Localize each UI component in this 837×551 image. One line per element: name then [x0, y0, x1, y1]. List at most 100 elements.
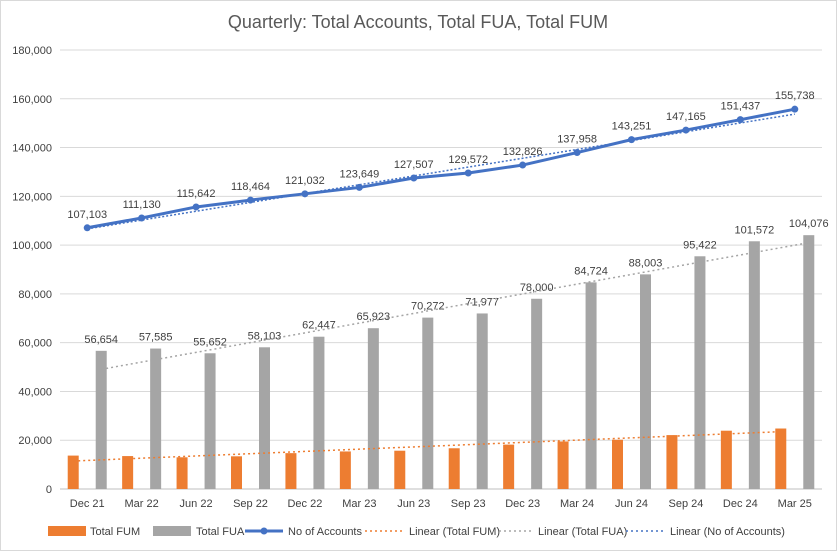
bar-total-fua — [150, 348, 162, 489]
trendlines — [73, 113, 809, 462]
data-label-total-fua: 56,654 — [84, 334, 118, 346]
bar-total-fua — [259, 347, 270, 489]
lines: 107,103 111,130 115,642 118,464 121,032 123,6… — [67, 90, 815, 232]
bar-total-fua — [640, 274, 651, 489]
bar-total-fua — [476, 313, 488, 489]
data-label-no-of-accounts: 107,103 — [67, 209, 107, 221]
x-tick-label: Mar 23 — [342, 498, 376, 510]
legend-swatch-total-fum — [48, 526, 86, 536]
point-no-of-accounts — [573, 149, 581, 157]
bar-total-fum — [231, 456, 242, 489]
legend-label-trendline: Linear (Total FUM) — [409, 526, 500, 538]
x-tick-label: Sep 23 — [451, 498, 486, 510]
data-label-total-fua: 95,422 — [683, 239, 717, 251]
bar-total-fua — [367, 328, 379, 489]
data-label-no-of-accounts: 137,958 — [557, 134, 597, 146]
data-label-no-of-accounts: 111,130 — [123, 199, 161, 211]
y-tick-label: 140,000 — [12, 143, 52, 155]
x-tick-label: Sep 24 — [668, 498, 703, 510]
data-label-total-fua: 62,447 — [302, 320, 336, 332]
point-no-of-accounts — [736, 116, 744, 124]
point-no-of-accounts — [682, 126, 690, 134]
bar-total-fua — [748, 241, 760, 489]
data-label-total-fua: 58,103 — [248, 330, 282, 342]
data-label-total-fua: 71,977 — [465, 296, 499, 308]
data-label-no-of-accounts: 118,464 — [231, 181, 270, 193]
data-label-total-fua: 55,652 — [193, 336, 227, 348]
data-label-no-of-accounts: 127,507 — [394, 159, 434, 171]
legend-label-trendline: Linear (Total FUA) — [538, 526, 627, 538]
y-tick-label: 40,000 — [18, 386, 52, 398]
y-tick-label: 80,000 — [18, 289, 52, 301]
y-tick-label: 20,000 — [18, 435, 52, 447]
bar-total-fum — [122, 456, 134, 489]
point-no-of-accounts — [83, 224, 91, 232]
bar-total-fum — [339, 451, 351, 489]
x-tick-label: Dec 23 — [505, 498, 540, 510]
legend-label-no-of-accounts: No of Accounts — [288, 526, 362, 538]
bar-total-fua — [95, 350, 107, 489]
y-tick-label: 60,000 — [18, 338, 52, 350]
gridlines — [60, 49, 822, 490]
y-tick-label: 180,000 — [12, 45, 52, 57]
x-tick-label: Mar 22 — [125, 498, 159, 510]
point-no-of-accounts — [410, 174, 418, 182]
trendline-no-of-accounts — [87, 113, 795, 230]
bar-total-fua — [313, 336, 325, 489]
line-no-of-accounts — [86, 107, 796, 230]
bar-total-fua — [204, 353, 216, 489]
y-axis-ticks: 0 20,000 40,000 60,000 80,000 100,000 120,000 1… — [12, 45, 52, 496]
data-label-total-fua: 78,000 — [520, 282, 554, 294]
y-tick-label: 120,000 — [12, 191, 52, 203]
data-label-no-of-accounts: 151,437 — [720, 101, 760, 113]
bar-total-fua — [585, 282, 597, 489]
legend-label-trendline: Linear (No of Accounts) — [670, 526, 785, 538]
bar-total-fum — [720, 430, 732, 489]
legend-swatch-total-fua — [153, 526, 191, 536]
data-label-no-of-accounts: 147,165 — [666, 111, 706, 123]
bar-total-fum — [394, 450, 406, 489]
legend: Total FUM Total FUA No of Accounts Linear (… — [48, 526, 785, 538]
data-label-no-of-accounts: 129,572 — [448, 154, 488, 166]
x-tick-label: Dec 22 — [287, 498, 322, 510]
x-tick-label: Mar 24 — [560, 498, 594, 510]
data-label-total-fua: 88,003 — [629, 257, 663, 269]
bars: 56,654 57,585 55,652 58,10362,44765,92370,2… — [67, 218, 829, 489]
bar-total-fum — [557, 441, 569, 489]
data-label-no-of-accounts: 115,642 — [177, 188, 216, 200]
bar-total-fum — [285, 453, 297, 489]
data-label-no-of-accounts: 121,032 — [285, 175, 325, 187]
point-no-of-accounts — [519, 161, 527, 169]
bar-total-fum — [775, 428, 787, 489]
point-no-of-accounts — [791, 105, 799, 113]
x-tick-label: Dec 21 — [70, 498, 105, 510]
x-axis-ticks: Dec 21 Mar 22 Jun 22 Sep 22 Dec 22 Mar 23 Jun … — [70, 498, 812, 510]
x-tick-label: Mar 25 — [778, 498, 812, 510]
legend-label-total-fua: Total FUA — [196, 526, 245, 538]
y-tick-label: 100,000 — [12, 240, 52, 252]
chart-title: Quarterly: Total Accounts, Total FUA, To… — [228, 12, 608, 32]
x-tick-label: Dec 24 — [723, 498, 758, 510]
data-label-total-fua: 101,572 — [734, 224, 774, 236]
bar-total-fum — [612, 439, 623, 489]
data-label-no-of-accounts: 123,649 — [339, 168, 379, 180]
point-no-of-accounts — [464, 169, 472, 177]
legend-label-total-fum: Total FUM — [90, 526, 140, 538]
bar-total-fum — [448, 448, 460, 489]
point-no-of-accounts — [192, 203, 200, 211]
point-no-of-accounts — [247, 196, 254, 204]
data-label-total-fua: 104,076 — [789, 218, 829, 230]
point-no-of-accounts — [628, 136, 635, 144]
y-tick-label: 0 — [46, 484, 52, 496]
bar-total-fum — [503, 444, 515, 489]
bar-total-fum — [666, 435, 678, 489]
trendline-total-fum — [73, 430, 781, 462]
bar-total-fua — [694, 256, 706, 489]
data-label-total-fua: 57,585 — [139, 332, 173, 344]
data-label-no-of-accounts: 155,738 — [775, 90, 815, 102]
bar-total-fua — [803, 235, 815, 489]
point-no-of-accounts — [301, 190, 309, 198]
x-tick-label: Jun 24 — [615, 498, 648, 510]
x-tick-label: Jun 22 — [180, 498, 213, 510]
